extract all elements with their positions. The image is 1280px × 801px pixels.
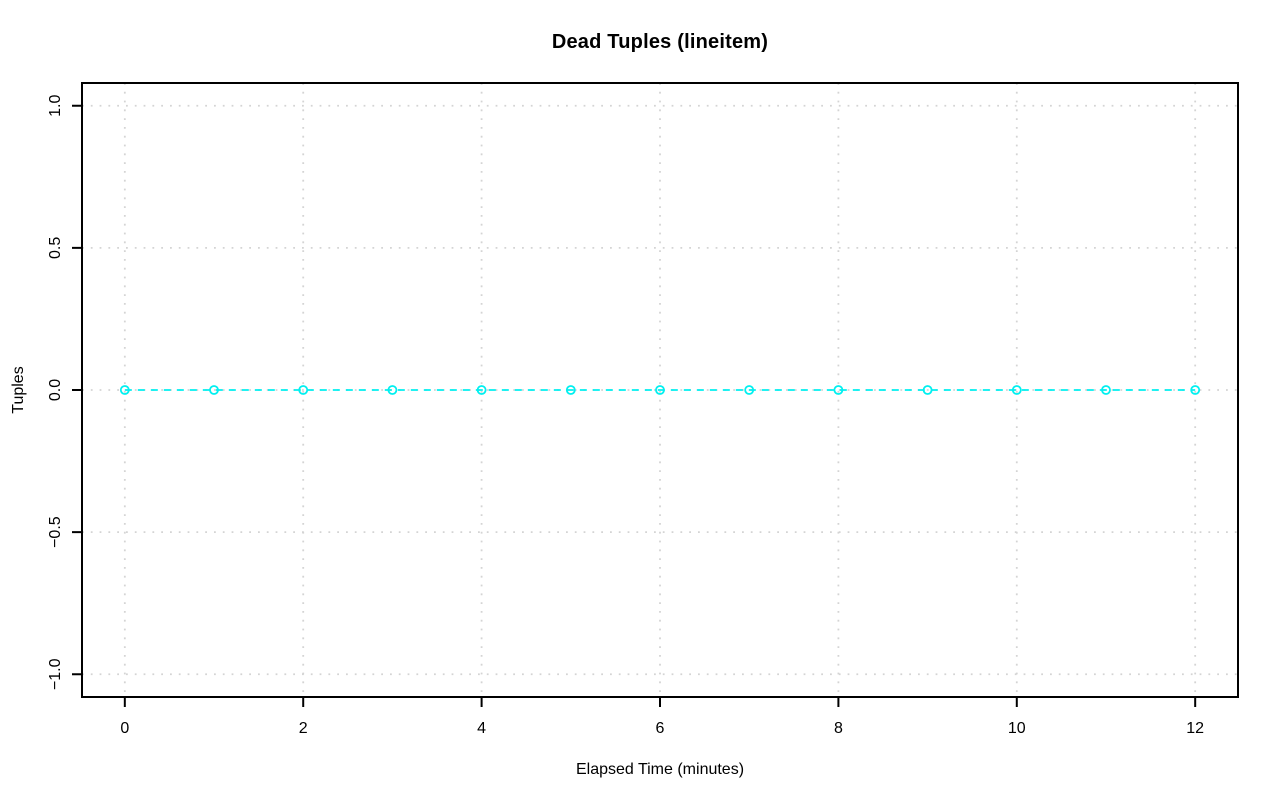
data-point-marker bbox=[387, 385, 398, 395]
data-point-marker bbox=[1190, 385, 1201, 395]
data-point-marker bbox=[298, 385, 309, 395]
data-point-marker bbox=[565, 385, 576, 395]
x-tick-label: 2 bbox=[299, 720, 308, 737]
x-tick-label: 8 bbox=[834, 720, 843, 737]
x-axis-title: Elapsed Time (minutes) bbox=[575, 761, 745, 778]
x-tick-label: 0 bbox=[120, 720, 129, 737]
data-point-marker bbox=[744, 385, 755, 395]
data-point-marker bbox=[1101, 385, 1111, 395]
plot-box bbox=[81, 82, 1239, 698]
data-point-marker bbox=[655, 385, 665, 395]
y-tick-label: 1.0 bbox=[47, 95, 64, 117]
data-point-marker bbox=[119, 385, 130, 395]
x-tick-label: 10 bbox=[1008, 720, 1026, 737]
chart-title: Dead Tuples (lineitem) bbox=[551, 31, 769, 53]
data-point-marker bbox=[833, 385, 844, 395]
grid-lines bbox=[82, 83, 1238, 697]
data-point-marker bbox=[1011, 385, 1022, 395]
y-tick-label: −0.5 bbox=[47, 516, 64, 548]
x-tick-label: 4 bbox=[477, 720, 486, 737]
y-tick-label: −1.0 bbox=[47, 658, 64, 690]
axis-ticks bbox=[72, 104, 1197, 707]
data-point-marker bbox=[209, 385, 219, 395]
x-tick-label: 12 bbox=[1186, 720, 1204, 737]
axis-tick-labels: 0 2 4 6 8 10 12 −1.0 −0.5 0.0 0.5 1.0 bbox=[47, 95, 1204, 737]
x-tick-label: 6 bbox=[656, 720, 665, 737]
y-tick-label: 0.5 bbox=[47, 237, 64, 259]
y-tick-label: 0.0 bbox=[47, 379, 64, 401]
series-dead-tuples bbox=[119, 385, 1201, 395]
data-point-marker bbox=[922, 385, 933, 395]
data-point-marker bbox=[476, 385, 487, 395]
